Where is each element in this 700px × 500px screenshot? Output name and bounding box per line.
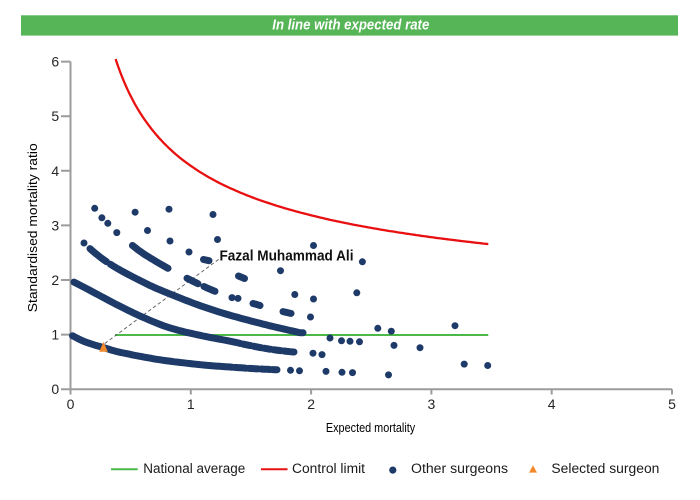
svg-text:3: 3: [428, 396, 436, 412]
svg-text:Control limit: Control limit: [292, 461, 365, 476]
svg-text:0: 0: [51, 381, 59, 397]
svg-text:4: 4: [51, 163, 59, 179]
svg-text:1: 1: [51, 327, 59, 343]
svg-text:3: 3: [51, 217, 59, 233]
svg-text:In line with expected rate: In line with expected rate: [272, 17, 429, 34]
svg-text:5: 5: [51, 108, 59, 124]
svg-text:2: 2: [51, 272, 59, 288]
svg-text:0: 0: [67, 396, 75, 412]
svg-text:Expected mortality: Expected mortality: [326, 421, 416, 435]
svg-text:5: 5: [668, 396, 676, 412]
svg-text:Standardised mortality ratio: Standardised mortality ratio: [25, 143, 40, 312]
svg-text:Selected surgeon: Selected surgeon: [551, 461, 659, 476]
svg-text:6: 6: [51, 54, 59, 70]
svg-text:2: 2: [307, 396, 315, 412]
svg-text:4: 4: [548, 396, 556, 412]
svg-text:1: 1: [187, 396, 195, 412]
svg-text:Other surgeons: Other surgeons: [411, 461, 508, 476]
svg-text:National average: National average: [143, 461, 245, 476]
svg-text:Fazal Muhammad Ali: Fazal Muhammad Ali: [220, 248, 354, 265]
